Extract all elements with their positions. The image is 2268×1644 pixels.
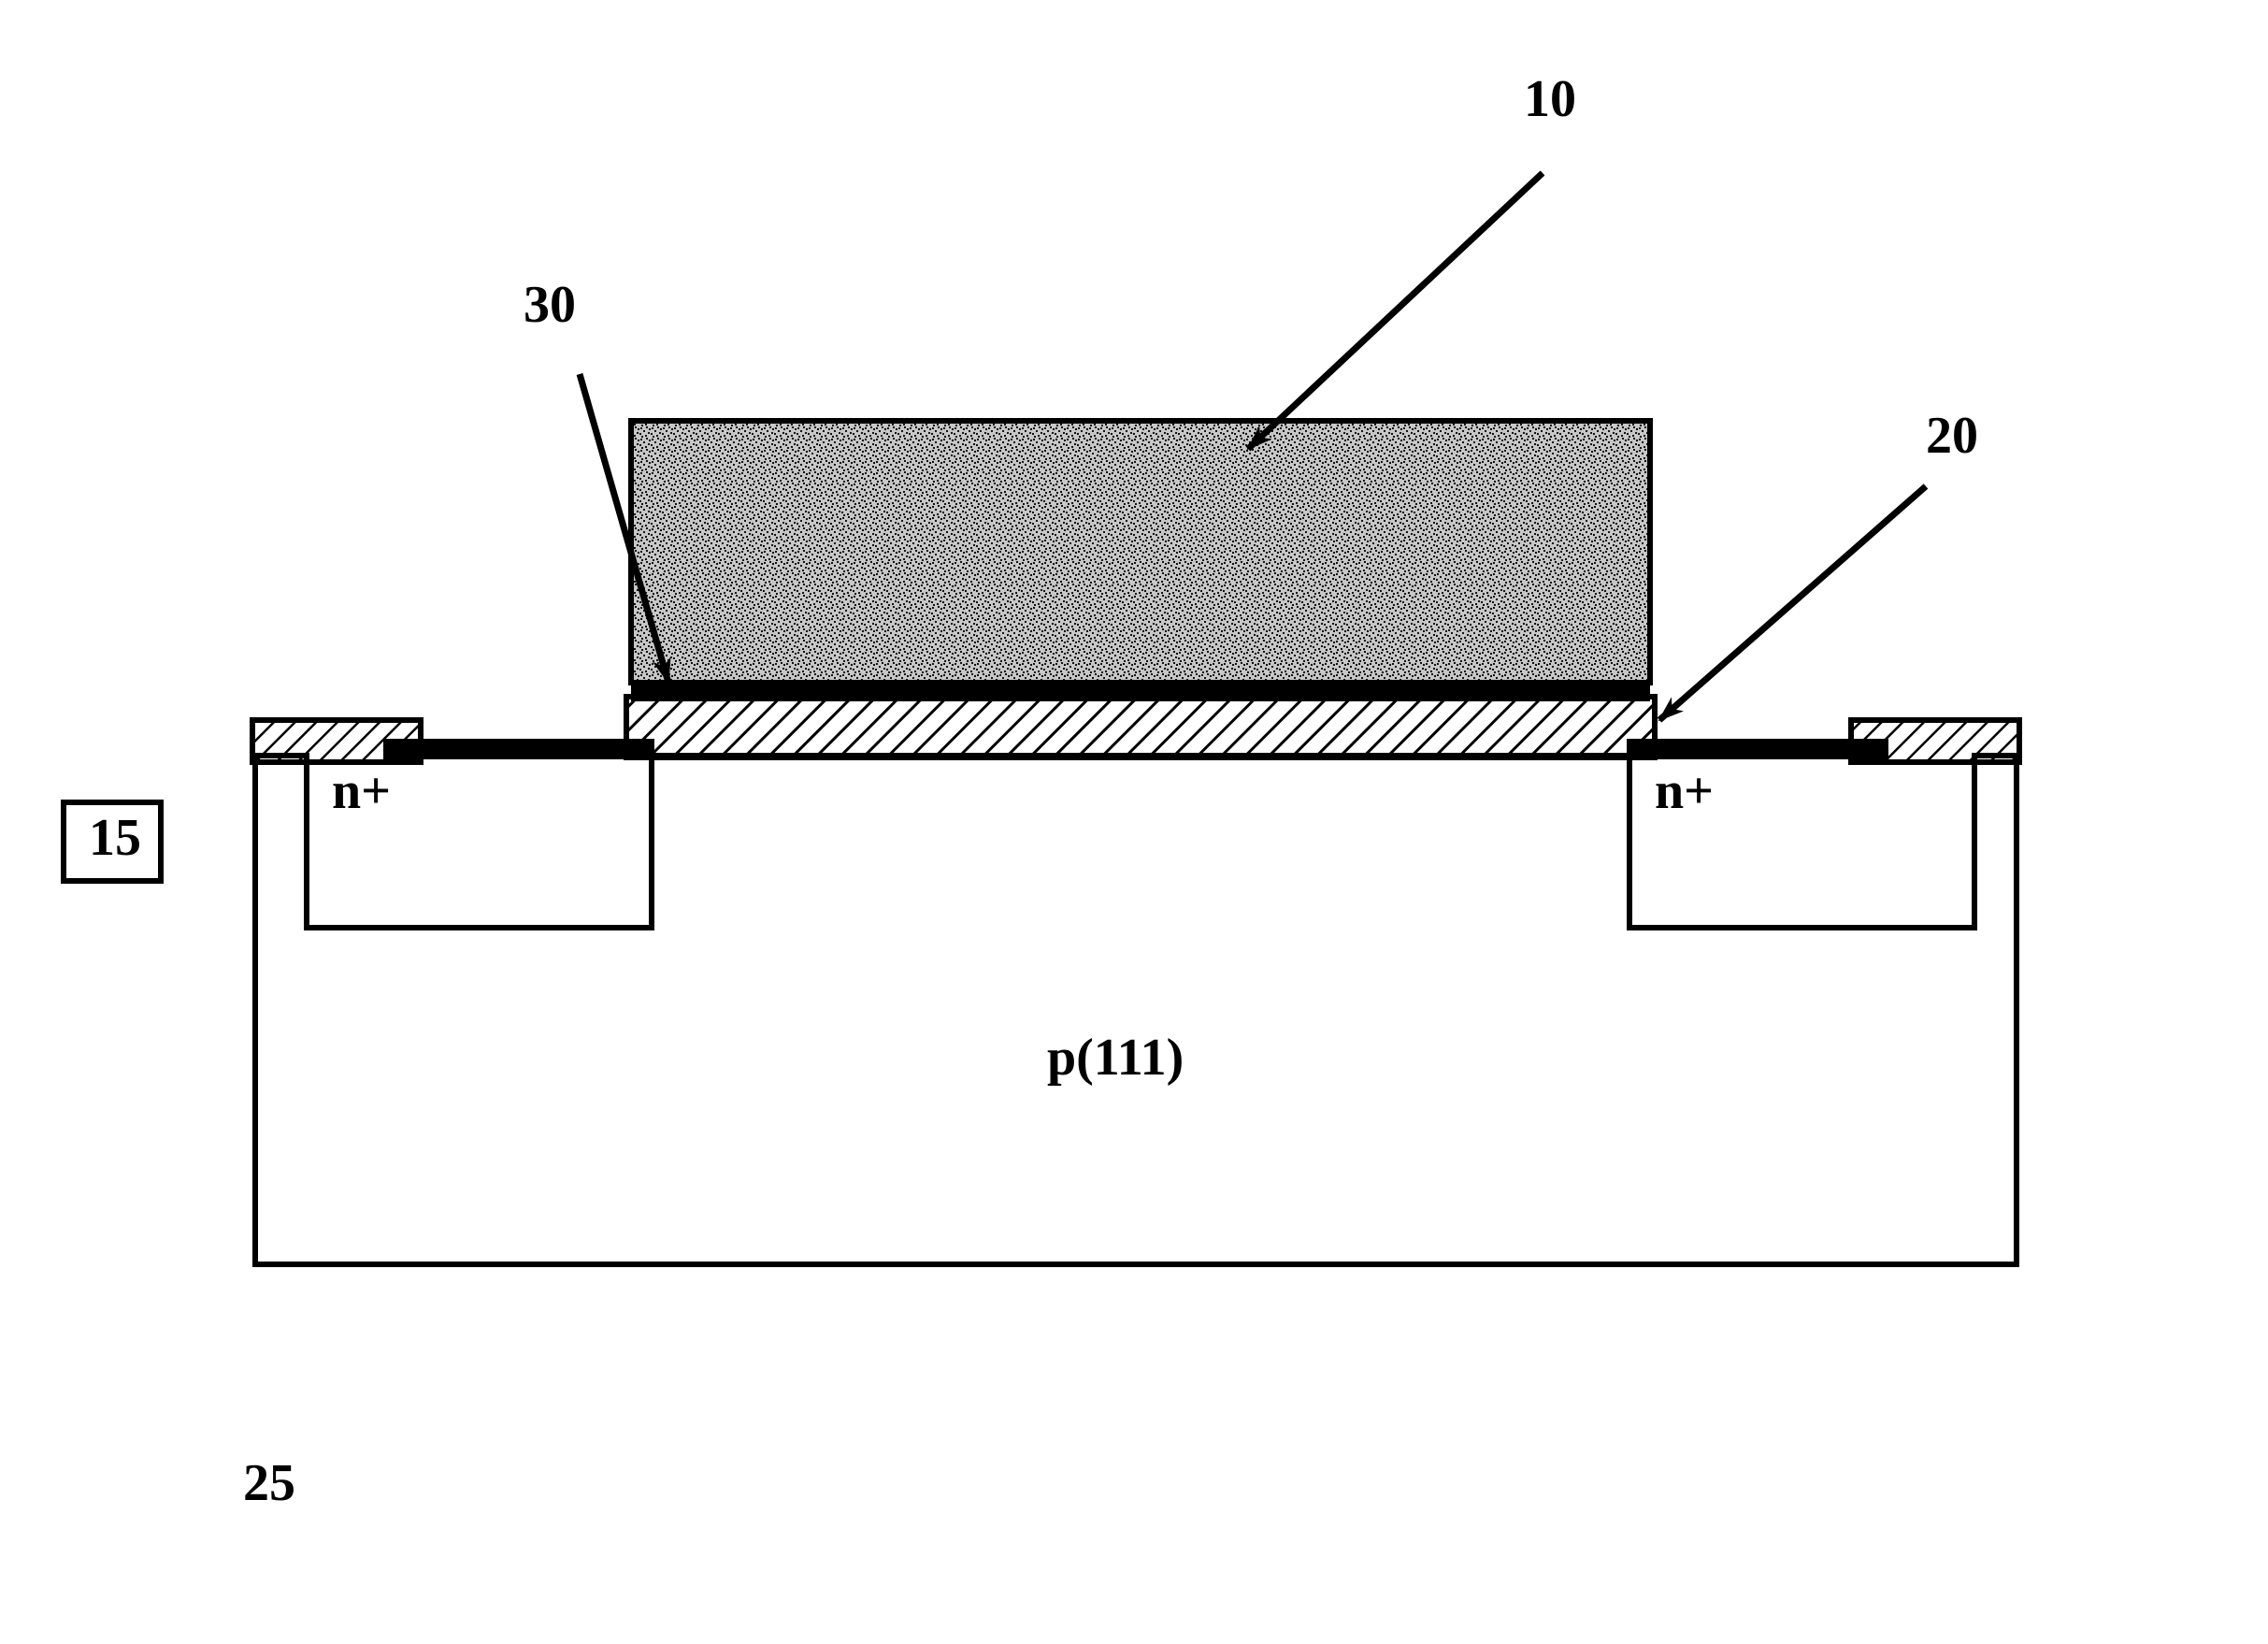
callout-15-label: 15 [89,808,141,868]
substrate-label: p(111) [1047,1028,1184,1088]
gate-oxide-layer [626,697,1655,757]
arrow-20 [1659,486,1926,720]
diagram-stage: p(111) n+ n+ [0,0,2268,1644]
arrow-10 [1248,173,1543,449]
n-plus-right-label: n+ [1655,761,1714,821]
callout-20-label: 20 [1926,406,1978,466]
callout-30-label: 30 [524,275,576,335]
callout-10-label: 10 [1524,69,1576,129]
top-electrode-layer [631,421,1650,683]
callout-25-label: 25 [243,1453,295,1513]
thin-layer-30 [631,673,1650,701]
n-plus-left-label: n+ [332,761,391,821]
arrow-30 [580,374,668,683]
